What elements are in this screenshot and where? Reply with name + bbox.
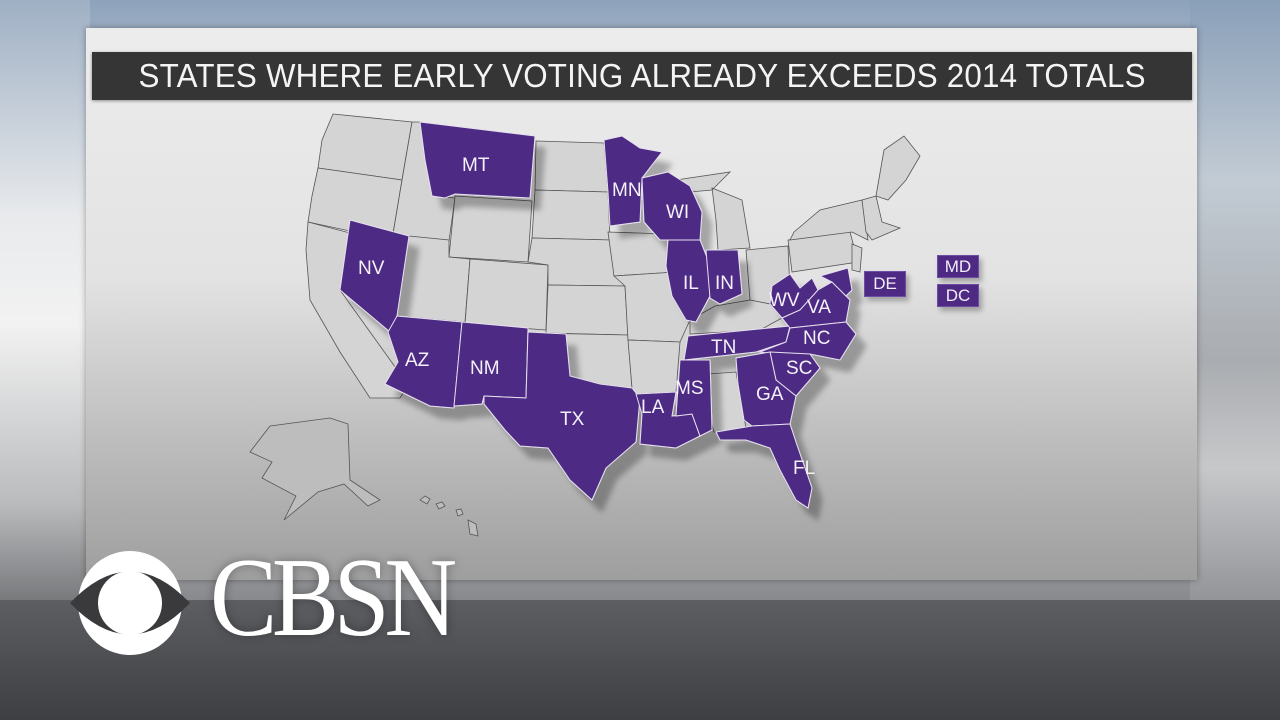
label-mn: MN <box>612 180 642 201</box>
us-map: MT NV AZ NM TX LA MS MN WI IL IN TN WV V… <box>249 113 921 537</box>
state-hi <box>419 495 479 537</box>
state-ks <box>545 284 629 336</box>
label-mt: MT <box>462 155 490 176</box>
network-logo-text: CBSN <box>210 536 457 660</box>
state-labels: MT NV AZ NM TX LA MS MN WI IL IN TN WV V… <box>358 155 831 479</box>
state-nj <box>851 243 863 273</box>
state-tn <box>683 325 791 361</box>
state-md-de <box>818 267 853 297</box>
label-ga: GA <box>756 384 784 405</box>
label-nv: NV <box>358 258 385 279</box>
state-in <box>705 249 743 305</box>
cbs-eye-icon <box>70 551 190 655</box>
label-wv: WV <box>769 290 800 311</box>
state-mt <box>419 121 536 199</box>
label-in: IN <box>715 273 734 294</box>
state-ny <box>789 199 869 241</box>
label-az: AZ <box>405 350 430 371</box>
base-states <box>249 113 921 537</box>
state-wi <box>641 171 703 241</box>
label-wi: WI <box>666 202 689 223</box>
graphic-title: STATES WHERE EARLY VOTING ALREADY EXCEED… <box>138 57 1146 94</box>
state-ms <box>675 359 713 437</box>
state-new-england <box>861 195 902 241</box>
state-co <box>464 258 549 331</box>
label-va: VA <box>807 297 831 318</box>
badge-dc: DC <box>937 284 979 307</box>
label-nm: NM <box>470 358 500 379</box>
map-graphic-panel: STATES WHERE EARLY VOTING ALREADY EXCEED… <box>86 28 1197 580</box>
studio-floor <box>0 600 1280 720</box>
label-tn: TN <box>711 337 736 358</box>
label-la: LA <box>641 397 665 418</box>
state-tx <box>483 331 641 501</box>
label-nc: NC <box>803 328 830 349</box>
badge-md: MD <box>937 255 979 278</box>
cbsn-logo: CBSN <box>62 542 522 658</box>
state-ar <box>627 339 681 395</box>
state-wy <box>448 195 533 263</box>
label-tx: TX <box>560 409 585 430</box>
state-ak <box>249 417 381 521</box>
state-sd <box>531 189 611 241</box>
label-fl: FL <box>793 458 815 479</box>
label-ms: MS <box>675 378 704 399</box>
label-il: IL <box>683 273 699 294</box>
label-sc: SC <box>786 358 812 379</box>
state-me <box>875 135 921 201</box>
state-nd <box>534 140 609 193</box>
badge-de: DE <box>864 271 906 297</box>
title-bar: STATES WHERE EARLY VOTING ALREADY EXCEED… <box>92 52 1192 100</box>
state-il <box>665 239 711 323</box>
highlighted-states <box>339 121 857 509</box>
state-fl <box>715 423 813 509</box>
